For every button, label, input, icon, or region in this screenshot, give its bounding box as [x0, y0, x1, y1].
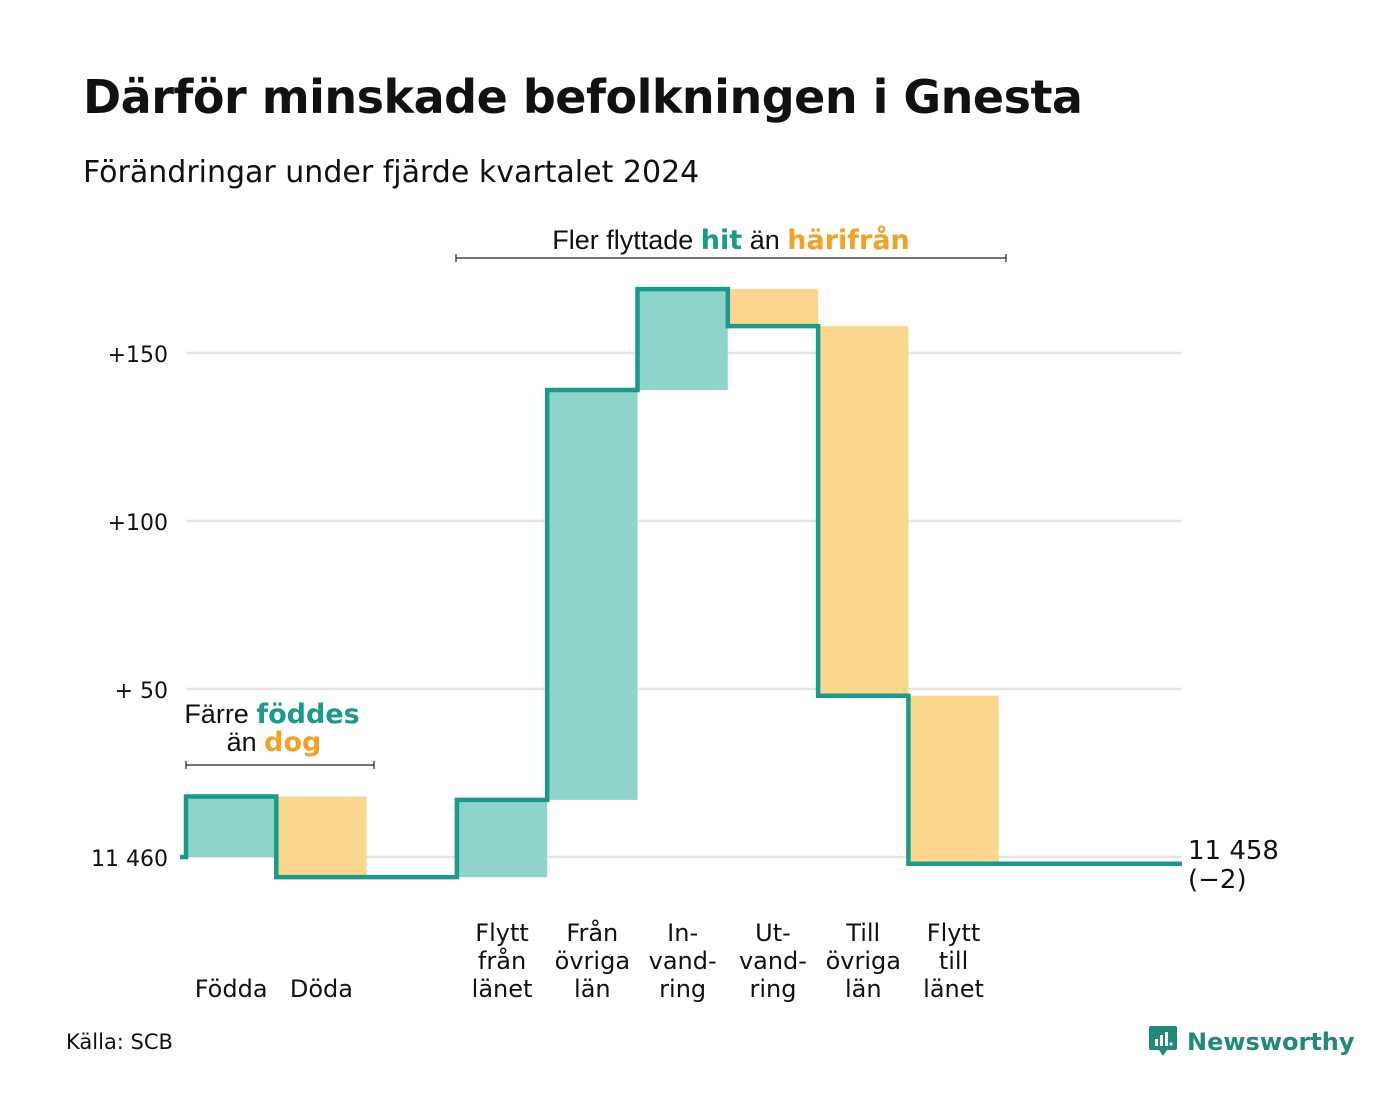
births-annotation-dog: dog [264, 727, 321, 758]
births-bracket [185, 761, 375, 769]
end-value-label: 11 458 [1188, 836, 1279, 866]
cumulative-step-line [180, 286, 1182, 880]
category-label-4-1: övriga [555, 947, 630, 975]
bar-5 [637, 289, 728, 390]
category-label-7-0: Till [845, 919, 880, 947]
category-label-4-0: Från [566, 918, 618, 947]
bar-0 [186, 796, 277, 857]
y-tick-label-3: +150 [108, 343, 168, 368]
bars [186, 289, 999, 878]
source-label: Källa: SCB [66, 1030, 173, 1054]
bar-3 [456, 799, 548, 878]
category-label-3-0: Flytt [475, 919, 529, 947]
migration-annotation: Fler flyttade hit än härifrån [455, 224, 1007, 262]
category-label-3-2: länet [472, 975, 533, 1003]
category-label-5-0: In- [667, 919, 698, 947]
y-tick-label-0: 11 460 [91, 847, 168, 872]
svg-text:Färre föddes: Färre föddes [184, 699, 359, 730]
migration-annotation-hit: hit [701, 225, 742, 256]
category-labels: Födda DödaFlyttfrånlänetFrånövrigalänIn-v… [195, 918, 984, 1003]
births-annotation: Färre föddes än dog [184, 699, 375, 769]
category-label-5-2: ring [659, 975, 706, 1003]
y-axis-ticks: 11 460 + 50 +100 +150 [91, 343, 168, 872]
migration-bracket [455, 254, 1007, 262]
category-label-7-2: län [845, 975, 882, 1003]
svg-text:än dog: än dog [227, 727, 322, 758]
category-label-1-0: Döda [290, 975, 353, 1003]
category-label-8-1: till [939, 947, 968, 975]
category-label-4-2: län [574, 975, 611, 1003]
category-label-6-0: Ut- [755, 919, 791, 947]
category-label-3-1: från [478, 946, 526, 975]
bar-7 [818, 326, 909, 696]
migration-annotation-text-1: Fler flyttade [552, 225, 693, 255]
bar-8 [908, 695, 999, 864]
bar-1 [276, 796, 367, 878]
svg-text:Fler flyttade hit: Fler flyttade hit än härifrån [552, 224, 910, 256]
births-annotation-text-1: Färre [184, 699, 249, 729]
category-label-0-0: Födda [195, 975, 268, 1003]
chart-subtitle: Förändringar under fjärde kvartalet 2024 [83, 155, 700, 190]
category-label-5-1: vand- [649, 947, 717, 975]
births-annotation-foddes: föddes [256, 699, 359, 730]
bar-6 [727, 289, 819, 327]
category-label-8-2: länet [923, 975, 984, 1003]
category-label-8-0: Flytt [927, 919, 981, 947]
chart-title: Därför minskade befolkningen i Gnesta [83, 70, 1083, 124]
y-tick-label-1: + 50 [115, 679, 168, 704]
brand: Newsworthy [1148, 1024, 1355, 1060]
category-label-6-1: vand- [739, 947, 807, 975]
gridlines [186, 351, 1182, 859]
newsworthy-logo-icon [1149, 1026, 1177, 1056]
y-tick-label-2: +100 [108, 511, 168, 536]
bar-4 [547, 389, 638, 800]
migration-annotation-text-2: än [750, 225, 780, 255]
end-change-label: (−2) [1188, 865, 1247, 895]
births-annotation-text-2: än [227, 727, 257, 757]
category-label-7-1: övriga [826, 947, 901, 975]
brand-name: Newsworthy [1187, 1028, 1355, 1056]
migration-annotation-harifran: härifrån [787, 224, 910, 256]
category-label-6-2: ring [749, 975, 796, 1003]
